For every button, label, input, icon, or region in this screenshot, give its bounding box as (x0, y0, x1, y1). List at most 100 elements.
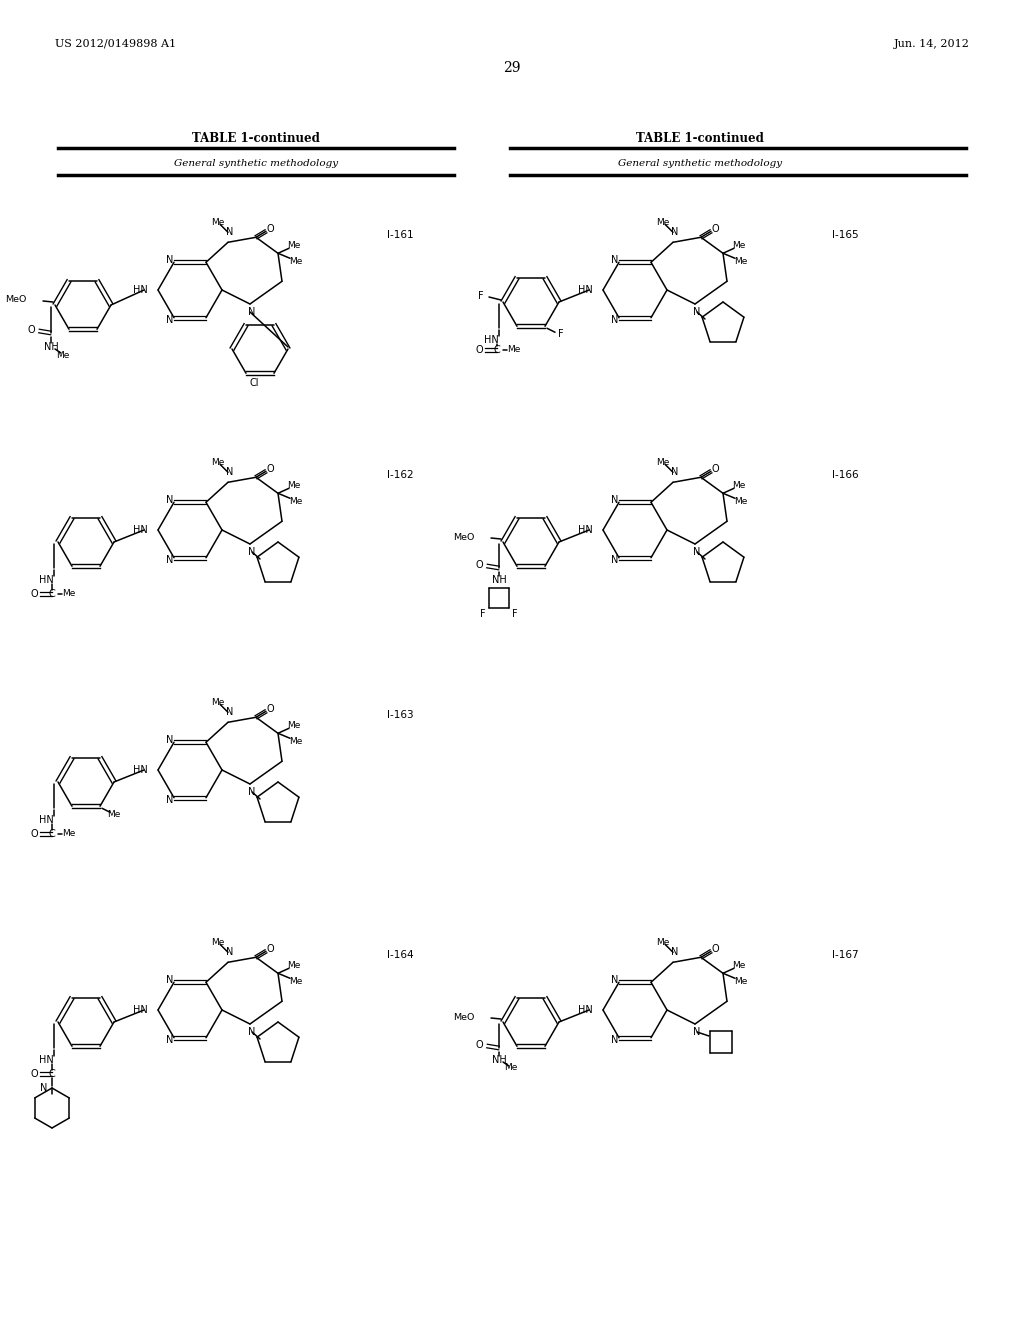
Text: N: N (166, 975, 174, 985)
Text: TABLE 1-continued: TABLE 1-continued (193, 132, 319, 144)
Text: N: N (672, 227, 679, 238)
Text: I-162: I-162 (387, 470, 414, 480)
Text: Jun. 14, 2012: Jun. 14, 2012 (894, 40, 970, 49)
Text: HN: HN (39, 814, 53, 825)
Text: O: O (266, 705, 273, 714)
Text: O: O (30, 589, 38, 599)
Text: N: N (166, 255, 174, 265)
Text: Me: Me (211, 218, 224, 227)
Text: Me: Me (288, 240, 301, 249)
Text: N: N (611, 1035, 618, 1044)
Text: HN: HN (39, 1055, 53, 1065)
Text: Me: Me (656, 937, 670, 946)
Text: N: N (226, 227, 233, 238)
Text: HN: HN (578, 285, 592, 294)
Text: Me: Me (732, 961, 745, 970)
Text: Me: Me (56, 351, 70, 359)
Text: O: O (712, 944, 719, 954)
Text: N: N (166, 314, 174, 325)
Text: N: N (226, 948, 233, 957)
Text: Me: Me (734, 977, 748, 986)
Text: General synthetic methodology: General synthetic methodology (617, 158, 782, 168)
Text: I-167: I-167 (831, 950, 858, 960)
Text: Me: Me (62, 829, 76, 838)
Text: TABLE 1-continued: TABLE 1-continued (636, 132, 764, 144)
Text: O: O (266, 465, 273, 474)
Text: N: N (611, 554, 618, 565)
Text: Me: Me (656, 458, 670, 467)
Text: HN: HN (578, 525, 592, 535)
Text: I-166: I-166 (831, 470, 858, 480)
Text: N: N (226, 467, 233, 478)
Text: N: N (672, 467, 679, 478)
Text: Me: Me (656, 218, 670, 227)
Text: N: N (248, 308, 256, 317)
Text: O: O (475, 560, 482, 570)
Text: Me: Me (62, 590, 76, 598)
Text: O: O (475, 1040, 482, 1049)
Text: F: F (478, 290, 483, 301)
Text: N: N (611, 975, 618, 985)
Text: Me: Me (211, 937, 224, 946)
Text: O: O (712, 465, 719, 474)
Text: N: N (166, 1035, 174, 1044)
Text: C: C (494, 345, 501, 355)
Text: Me: Me (504, 1064, 518, 1072)
Text: 29: 29 (503, 61, 521, 75)
Text: Me: Me (732, 240, 745, 249)
Text: O: O (28, 325, 35, 335)
Text: HN: HN (483, 335, 499, 345)
Text: Me: Me (288, 480, 301, 490)
Text: O: O (30, 1069, 38, 1078)
Text: General synthetic methodology: General synthetic methodology (174, 158, 338, 168)
Text: N: N (611, 255, 618, 265)
Text: F: F (558, 329, 564, 339)
Text: N: N (248, 546, 256, 557)
Text: I-163: I-163 (387, 710, 414, 719)
Text: Me: Me (290, 257, 303, 265)
Text: N: N (40, 1082, 48, 1093)
Text: N: N (672, 948, 679, 957)
Text: Me: Me (732, 480, 745, 490)
Text: Cl: Cl (249, 379, 259, 388)
Text: HN: HN (133, 285, 147, 294)
Text: Me: Me (290, 737, 303, 746)
Text: MeO: MeO (454, 1012, 475, 1022)
Text: C: C (48, 1069, 55, 1078)
Text: C: C (48, 829, 55, 840)
Text: N: N (693, 546, 700, 557)
Text: HN: HN (133, 525, 147, 535)
Text: C: C (48, 589, 55, 599)
Text: Me: Me (734, 496, 748, 506)
Text: I-161: I-161 (387, 230, 414, 240)
Text: HN: HN (133, 766, 147, 775)
Text: I-165: I-165 (831, 230, 858, 240)
Text: NH: NH (44, 342, 58, 352)
Text: Me: Me (288, 721, 301, 730)
Text: N: N (248, 1027, 256, 1038)
Text: N: N (693, 1027, 700, 1038)
Text: O: O (30, 829, 38, 840)
Text: O: O (266, 944, 273, 954)
Text: Me: Me (507, 346, 520, 355)
Text: NH: NH (492, 1055, 507, 1065)
Text: NH: NH (492, 576, 507, 585)
Text: N: N (611, 495, 618, 506)
Text: F: F (480, 609, 485, 619)
Text: O: O (266, 224, 273, 234)
Text: N: N (248, 787, 256, 797)
Text: F: F (512, 609, 518, 619)
Text: Me: Me (211, 458, 224, 467)
Text: Me: Me (734, 257, 748, 265)
Text: Me: Me (290, 977, 303, 986)
Text: N: N (611, 314, 618, 325)
Text: MeO: MeO (5, 296, 27, 305)
Text: HN: HN (39, 576, 53, 585)
Text: Me: Me (211, 698, 224, 706)
Text: I-164: I-164 (387, 950, 414, 960)
Text: MeO: MeO (454, 532, 475, 541)
Text: O: O (475, 345, 482, 355)
Text: N: N (226, 708, 233, 717)
Text: Me: Me (290, 496, 303, 506)
Text: Me: Me (288, 961, 301, 970)
